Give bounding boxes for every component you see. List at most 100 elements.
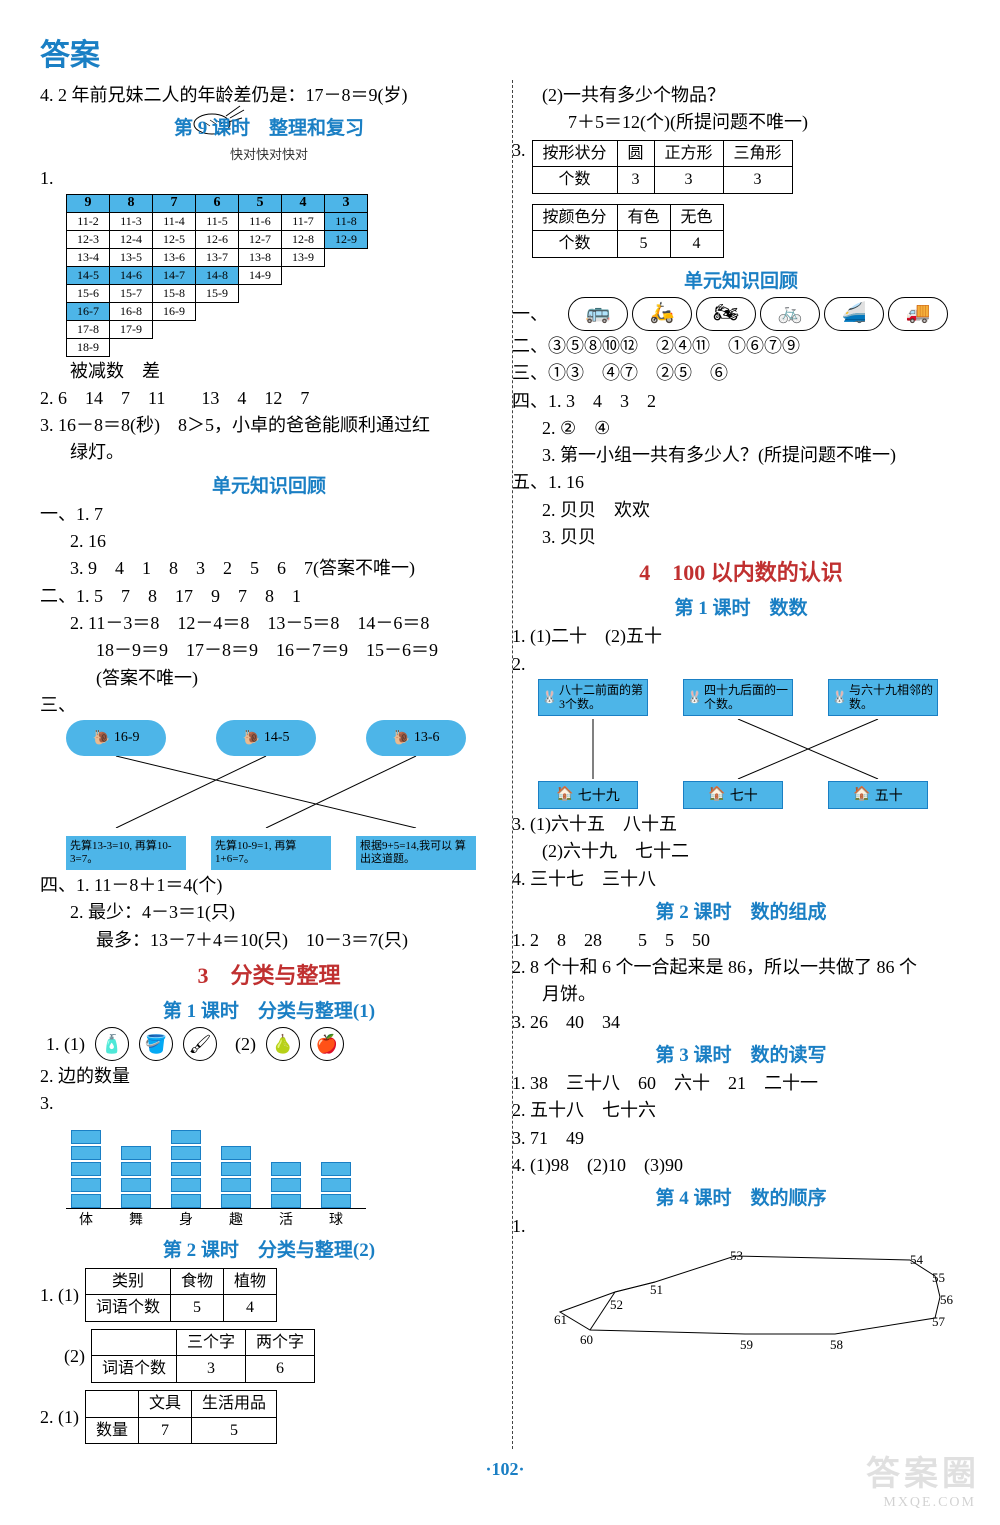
bar-block [221, 1194, 251, 1208]
table-cell: 3 [654, 167, 723, 194]
unit-review-heading: 单元知识回顾 [512, 266, 970, 293]
text-line: 三、①③ ④⑦ ②⑤ ⑥ [512, 361, 970, 385]
page-title: 答案 [40, 30, 970, 74]
grid-cell: 12-5 [152, 230, 196, 249]
bar-block [171, 1194, 201, 1208]
text-line: 2. 16 [40, 529, 498, 553]
house-icon: 🏠 [708, 786, 725, 803]
watermark-tiny: 快对快对快对 [40, 144, 498, 163]
dot-label: 55 [932, 1270, 945, 1286]
table-header: 三角形 [723, 140, 792, 167]
bar-block [221, 1146, 251, 1160]
table-cell: 5 [171, 1295, 224, 1322]
grid-cell: 11-7 [281, 212, 325, 231]
rabbit-text: 八十二前面的第3个数。 [559, 683, 644, 712]
toothpaste-icon: 🧴 [95, 1027, 129, 1061]
bar-label: 趣 [216, 1209, 256, 1229]
table-word-length: 三个字两个字词语个数36 [91, 1329, 315, 1383]
unit-review-heading: 单元知识回顾 [40, 471, 498, 498]
text-line: 4. (1)98 (2)10 (3)90 [512, 1153, 970, 1177]
vehicle-row: 一、 🚌 🛵 🏍 🚲 🚄 🚚 [512, 297, 970, 331]
truck-icon: 🚚 [888, 297, 948, 331]
text-line: 1. 2 8 28 5 5 50 [512, 928, 970, 952]
bubble-text: 16-9 [114, 730, 140, 746]
rabbit-icon: 🐰 [832, 690, 847, 704]
snail-bubble: 🐌 14-5 [216, 720, 316, 756]
table-cell: 5 [192, 1417, 277, 1444]
text-line: 18－9＝9 17－8＝9 16－7＝9 15－6＝9 [40, 638, 498, 662]
bar-block [321, 1162, 351, 1176]
grid-cell: 15-6 [66, 284, 110, 303]
rabbit-box: 🐰 与六十九相邻的数。 [828, 679, 938, 716]
text-line: 3. (1)六十五 八十五 [512, 812, 970, 836]
rabbit-box: 🐰 八十二前面的第3个数。 [538, 679, 648, 716]
dot-label: 60 [580, 1332, 593, 1348]
dot-label: 58 [830, 1337, 843, 1353]
grid-cell: 14-8 [195, 266, 239, 285]
house-box: 🏠 七十九 [538, 781, 638, 809]
match-lines [538, 719, 938, 779]
bar-block [71, 1130, 101, 1144]
text-line: 四、1. 3 4 3 2 [512, 389, 970, 413]
text-line: (答案不唯一) [40, 666, 498, 690]
grid-cell: 17-9 [109, 320, 153, 339]
q-label: 1. (1) [40, 1283, 79, 1307]
table-color: 按颜色分有色无色个数54 [532, 204, 724, 258]
snail-icon: 🐌 [392, 730, 409, 747]
text-line: 1. 38 三十八 60 六十 21 二十一 [512, 1071, 970, 1095]
text-line: 三、 [40, 693, 498, 717]
text-line: 2. 6 14 7 11 13 4 12 7 [40, 386, 498, 410]
right-column: (2)一共有多少个物品？ 7＋5＝12(个)(所提问题不唯一) 3. 按形状分圆… [512, 80, 970, 1449]
grid-header: 7 [152, 194, 196, 213]
grid-header: 6 [195, 194, 239, 213]
text-line: 2. 8 个十和 6 个一合起来是 86，所以一共做了 86 个 [512, 955, 970, 979]
grid-cell: 18-9 [66, 338, 110, 357]
text-line: 二、③⑤⑧⑩⑫ ②④⑪ ①⑥⑦⑨ [512, 334, 970, 358]
apple-icon: 🍎 [310, 1027, 344, 1061]
pencil-outline [540, 1242, 960, 1352]
table-cell: 7 [139, 1417, 192, 1444]
text-line: 2. 边的数量 [40, 1064, 498, 1088]
bubble-text: 13-6 [414, 730, 440, 746]
grid-header: 9 [66, 194, 110, 213]
grid-cell: 15-8 [152, 284, 196, 303]
q-label: (2) [64, 1344, 85, 1368]
grid-cell: 15-9 [195, 284, 239, 303]
dot-label: 51 [650, 1282, 663, 1298]
table-header: 文具 [139, 1391, 192, 1418]
table-cell: 个数 [532, 231, 617, 258]
text-line: 4. 三十七 三十八 [512, 867, 970, 891]
house-box: 🏠 七十 [683, 781, 783, 809]
subtraction-grid: 987654311-211-311-411-511-611-711-812-31… [66, 194, 498, 356]
lesson-heading: 第 1 课时 数数 [512, 593, 970, 620]
text-line: 1. (1)二十 (2)五十 [512, 624, 970, 648]
table-header: 三个字 [177, 1329, 246, 1356]
text-line: 3. 第一小组一共有多少人？(所提问题不唯一) [512, 443, 970, 467]
text-line: 四、1. 11－8＋1＝4(个) [40, 873, 498, 897]
rabbit-matching: 🐰 八十二前面的第3个数。 🐰 四十九后面的一个数。 🐰 与六十九相邻的数。 🏠… [538, 679, 970, 809]
table-header: 生活用品 [192, 1391, 277, 1418]
dot-label: 52 [610, 1297, 623, 1313]
grid-cell: 13-8 [238, 248, 282, 267]
bar-block [71, 1178, 101, 1192]
lesson-heading: 第 1 课时 分类与整理(1) [40, 996, 498, 1023]
column-divider [512, 80, 513, 1449]
bar-block [71, 1194, 101, 1208]
table-header: 类别 [86, 1268, 171, 1295]
pencil-dot-figure: 5152535455565758596061 [540, 1242, 960, 1352]
bar-block [321, 1194, 351, 1208]
bar-label: 球 [316, 1209, 356, 1229]
rabbit-text: 四十九后面的一个数。 [704, 683, 789, 712]
grid-header: 4 [281, 194, 325, 213]
bar-block [71, 1146, 101, 1160]
text-line: 2. 11－3＝8 12－4＝8 13－5＝8 14－6＝8 [40, 611, 498, 635]
bubble-text: 14-5 [264, 730, 290, 746]
rabbit-icon: 🐰 [687, 690, 702, 704]
snail-icon: 🐌 [92, 730, 109, 747]
table-row-group: (2) 三个字两个字词语个数36 [64, 1327, 498, 1385]
grid-cell: 11-6 [238, 212, 282, 231]
grid-cell: 12-9 [324, 230, 368, 249]
grid-cell: 14-9 [238, 266, 282, 285]
text-line: 绿灯。 [40, 440, 498, 464]
table-header [86, 1391, 139, 1418]
